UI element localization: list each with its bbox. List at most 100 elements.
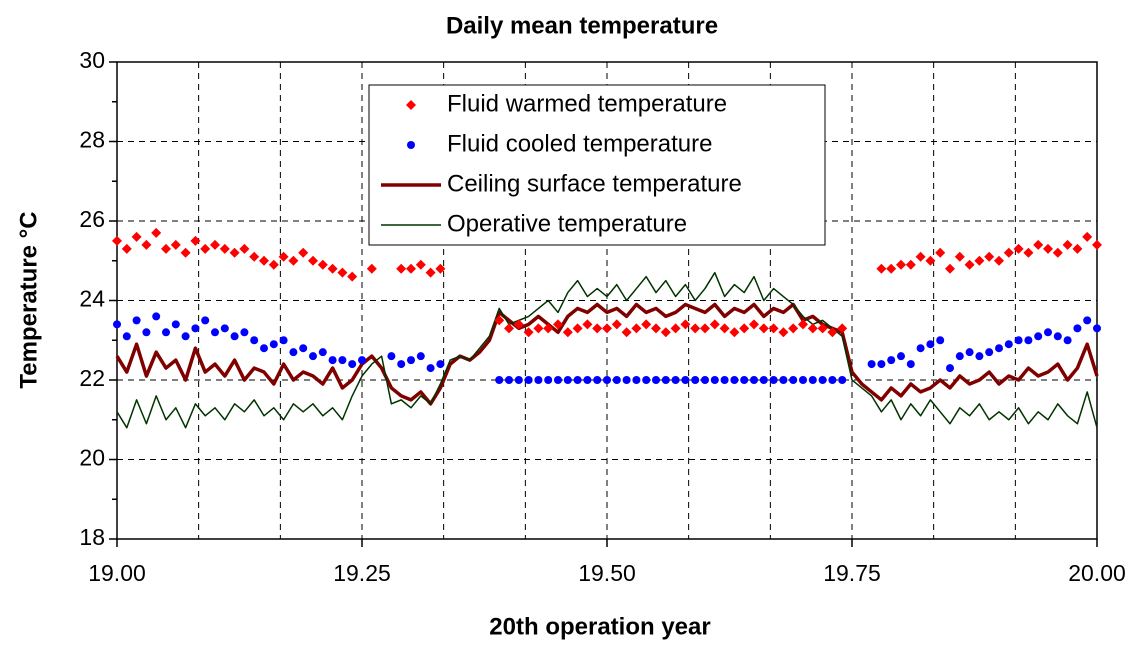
data-point [671, 376, 680, 384]
data-point [621, 327, 632, 338]
data-point [151, 227, 162, 238]
data-point [260, 344, 268, 353]
data-point [406, 263, 416, 274]
data-point [211, 328, 219, 337]
data-point [611, 319, 622, 330]
data-point [690, 323, 701, 334]
series-line [116, 271, 1098, 429]
data-point [122, 332, 131, 341]
data-point [778, 327, 789, 338]
data-point [181, 332, 190, 341]
chart-title: Daily mean temperature [446, 12, 718, 39]
data-point [1082, 231, 1093, 242]
data-point [387, 352, 396, 361]
data-point [554, 376, 562, 384]
data-point [1092, 239, 1102, 250]
data-point [495, 376, 504, 384]
legend-label: Ceiling surface temperature [447, 170, 742, 197]
data-point [1024, 336, 1033, 345]
data-point [964, 259, 975, 270]
data-point [416, 352, 425, 361]
data-point [563, 376, 572, 384]
data-point [210, 239, 220, 250]
data-point [170, 239, 181, 250]
data-point [807, 323, 818, 334]
data-point [642, 376, 651, 384]
data-point [886, 263, 897, 274]
data-point [740, 376, 749, 384]
legend: Fluid warmed temperature Fluid cooled tem… [368, 84, 826, 246]
data-point [759, 376, 768, 384]
y-tick-label: 30 [79, 47, 105, 73]
data-point [348, 360, 357, 369]
data-point [789, 376, 798, 384]
data-point [768, 323, 779, 334]
data-point [730, 376, 739, 384]
data-point [1052, 247, 1063, 258]
data-point [887, 356, 896, 365]
data-point [533, 323, 544, 334]
data-point [219, 243, 230, 254]
data-point [161, 243, 171, 254]
data-point [573, 376, 582, 384]
data-point [719, 323, 730, 334]
data-point [220, 324, 229, 333]
data-point [905, 259, 916, 270]
data-point [239, 243, 250, 254]
data-point [925, 255, 936, 266]
data-point [769, 376, 778, 384]
legend-label: Operative temperature [447, 210, 687, 237]
data-point [1062, 239, 1073, 250]
data-point [328, 356, 337, 365]
data-point [995, 344, 1003, 353]
data-point [788, 323, 799, 334]
data-point [505, 376, 513, 384]
data-point [131, 231, 142, 242]
data-point [897, 352, 905, 361]
data-point [279, 336, 288, 345]
data-point [1073, 324, 1082, 333]
data-point [259, 255, 269, 266]
data-point [1072, 243, 1083, 254]
data-point [818, 376, 827, 384]
data-point [985, 348, 994, 357]
x-axis-title: 20th operation year [489, 613, 710, 640]
data-point [681, 376, 690, 384]
data-point [867, 360, 876, 369]
data-point [946, 364, 954, 373]
data-point [141, 239, 152, 250]
data-point [965, 348, 974, 357]
x-tick-label: 19.25 [333, 560, 391, 586]
data-point [876, 263, 887, 274]
data-point [190, 235, 201, 246]
data-point [896, 259, 906, 270]
data-point [171, 320, 180, 329]
data-point [1014, 336, 1023, 345]
data-point [808, 376, 817, 384]
data-point [425, 267, 436, 278]
x-tick-label: 19.00 [88, 560, 146, 586]
data-point [975, 352, 984, 361]
data-point [749, 319, 759, 330]
data-point [691, 376, 700, 384]
data-point [121, 243, 132, 254]
y-tick-label: 18 [79, 524, 105, 550]
y-axis-title: Temperature °C [15, 211, 42, 388]
data-point [534, 376, 543, 384]
data-point [758, 323, 769, 334]
data-point [660, 327, 671, 338]
data-point [435, 263, 446, 274]
data-point [837, 323, 848, 334]
data-point [954, 251, 965, 262]
data-point [828, 376, 837, 384]
data-point [915, 251, 926, 262]
data-point [338, 356, 347, 365]
data-point [651, 323, 661, 334]
data-point [1043, 243, 1053, 254]
data-point [593, 376, 602, 384]
data-point [543, 323, 554, 334]
data-point [926, 340, 935, 349]
data-point [799, 376, 807, 384]
data-point [113, 320, 121, 329]
